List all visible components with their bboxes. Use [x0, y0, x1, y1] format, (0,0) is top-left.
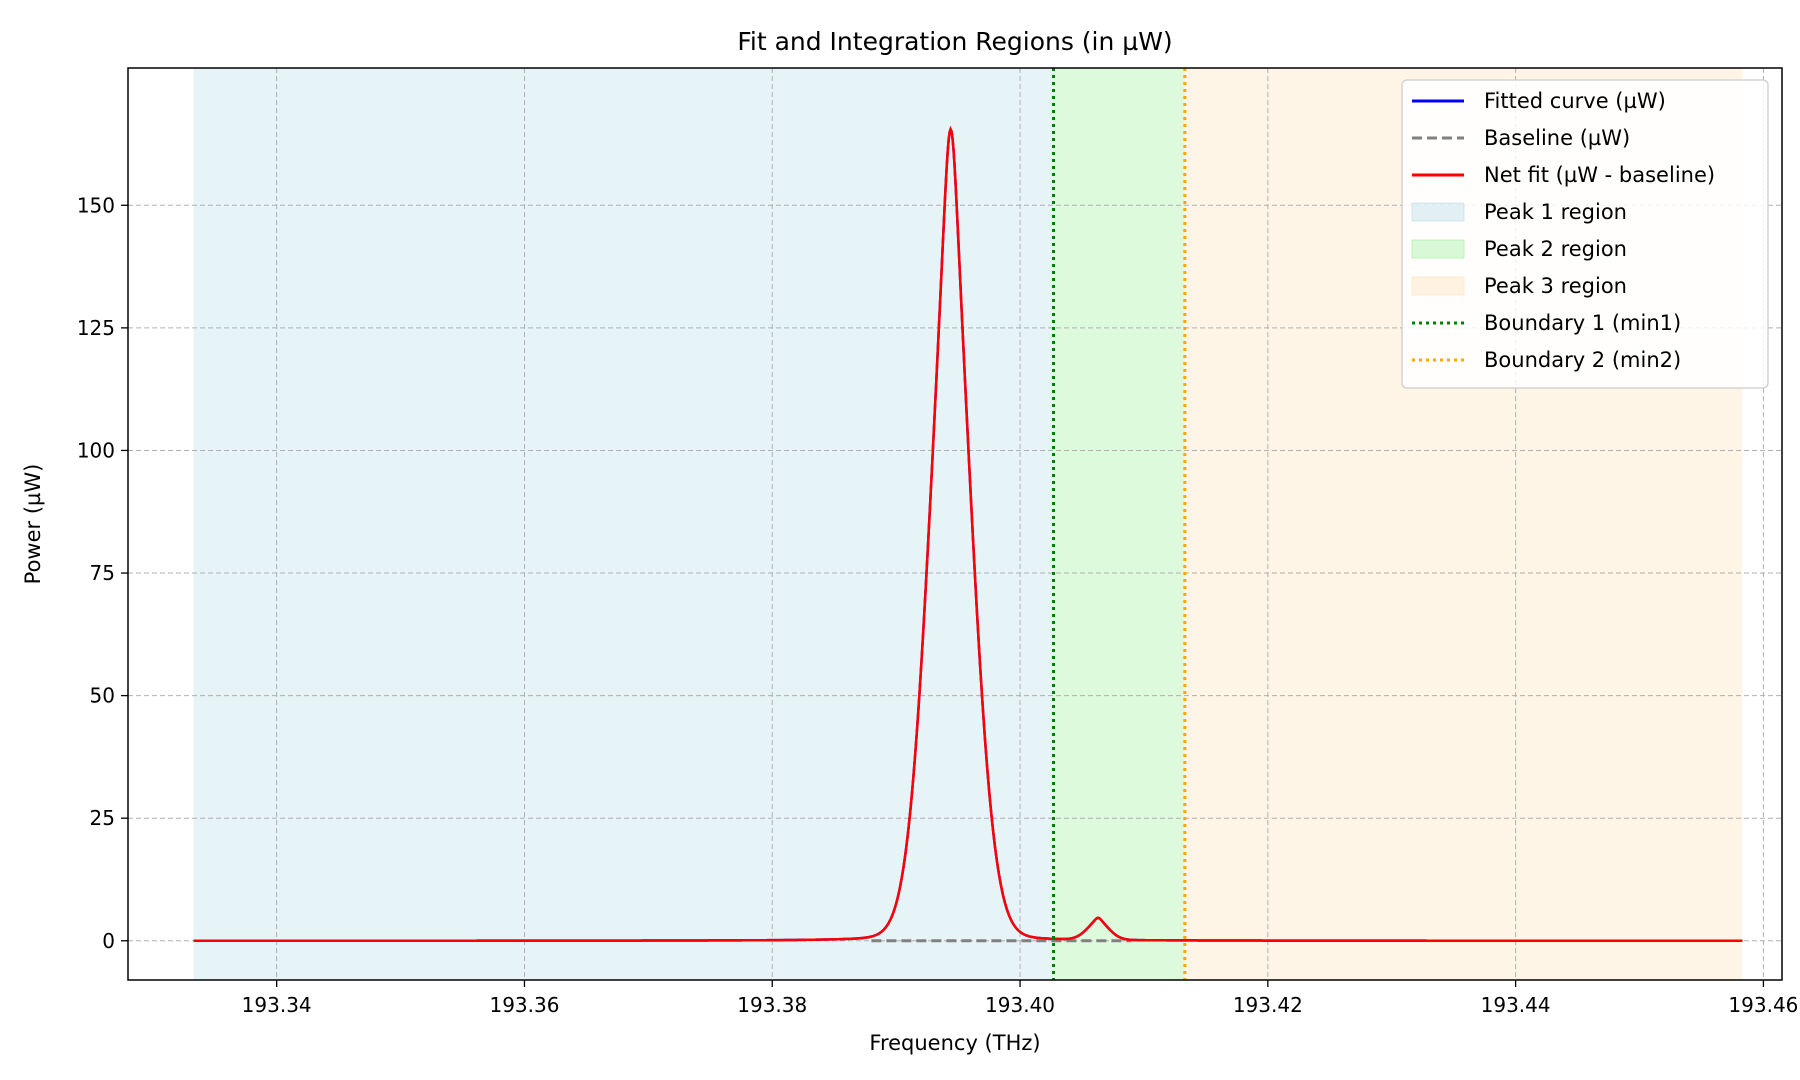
x-tick-label: 193.36 — [489, 993, 559, 1017]
legend-label: Peak 1 region — [1484, 200, 1627, 224]
x-tick-label: 193.34 — [242, 993, 312, 1017]
region-peak-2 — [1053, 68, 1185, 980]
x-tick-label: 193.46 — [1728, 993, 1798, 1017]
x-axis-title: Frequency (THz) — [869, 1031, 1040, 1055]
y-tick-label: 150 — [77, 193, 115, 217]
y-axis-title: Power (µW) — [21, 464, 45, 585]
legend-label: Peak 2 region — [1484, 237, 1627, 261]
y-tick-label: 25 — [90, 806, 115, 830]
x-tick-label: 193.40 — [985, 993, 1055, 1017]
legend: Fitted curve (µW) Baseline (µW) Net fit (µ… — [1401, 79, 1769, 389]
legend-label: Peak 3 region — [1484, 274, 1627, 298]
region-peak-1 — [193, 68, 1054, 980]
x-tick-label: 193.44 — [1481, 993, 1551, 1017]
legend-label: Net fit (µW - baseline) — [1484, 163, 1715, 187]
chart-title: Fit and Integration Regions (in µW) — [737, 27, 1172, 56]
x-tick-label: 193.42 — [1233, 993, 1303, 1017]
y-tick-label: 75 — [90, 561, 115, 585]
legend-swatch — [1411, 276, 1465, 296]
legend-label: Baseline (µW) — [1484, 126, 1630, 150]
y-tick-label: 0 — [102, 929, 115, 953]
legend-swatch — [1411, 239, 1465, 259]
axes-frame — [127, 67, 1783, 981]
legend-box — [1401, 79, 1769, 389]
y-tick-label: 125 — [77, 316, 115, 340]
legend-label: Boundary 2 (min2) — [1484, 348, 1681, 372]
y-tick-label: 50 — [90, 684, 115, 708]
net-fit-line — [193, 125, 1743, 942]
legend-label: Fitted curve (µW) — [1484, 89, 1666, 113]
legend-label: Boundary 1 (min1) — [1484, 311, 1681, 335]
y-tick-label: 100 — [77, 438, 115, 462]
legend-swatch — [1411, 202, 1465, 222]
x-tick-label: 193.38 — [737, 993, 807, 1017]
